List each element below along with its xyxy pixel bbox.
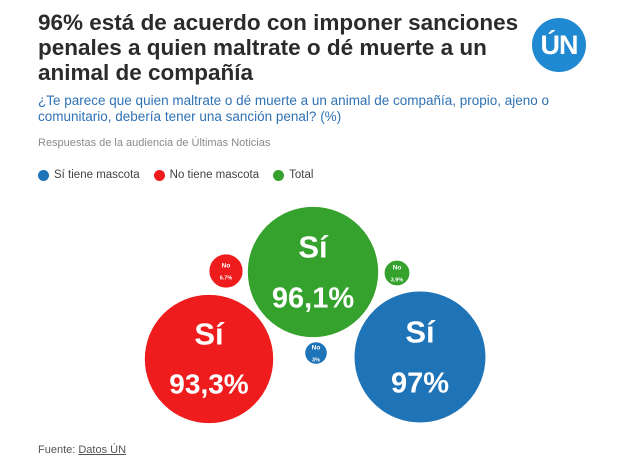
chart-subtitle: ¿Te parece que quien maltrate o dé muert…: [38, 93, 550, 124]
bubble-si-tiene-mascota-si-value-label: 97%: [391, 368, 449, 400]
bubble-total-si-category-label: Sí: [298, 229, 329, 264]
bubble-no-tiene-mascota-si-value-label: 93,3%: [169, 369, 248, 400]
footer-source: Fuente: Datos ÚN: [38, 444, 126, 456]
bubble-no-tiene-mascota-no-category-label: No: [222, 263, 231, 270]
audience-note: Respuestas de la audiencia de Últimas No…: [38, 137, 271, 149]
legend-label: Sí tiene mascota: [54, 169, 140, 181]
bubble-total-no-category-label: No: [393, 265, 402, 272]
legend-label: Total: [289, 169, 314, 181]
bubble-total-no-value-label: 3.9%: [391, 278, 404, 284]
bubble-si-tiene-mascota-no-category-label: No: [312, 345, 321, 352]
legend-item-no-tiene-mascota[interactable]: No tiene mascota: [153, 169, 260, 181]
legend: Sí tiene mascota No tiene mascota Total: [38, 169, 313, 181]
legend-dot-blue: [38, 169, 49, 181]
legend-item-total[interactable]: Total: [273, 169, 313, 181]
legend-label: No tiene mascota: [169, 169, 260, 181]
bubble-total-no[interactable]: [382, 258, 412, 288]
bubble-si-tiene-mascota-si[interactable]: [351, 288, 489, 426]
legend-dot-red: [153, 169, 165, 181]
bubble-si-tiene-mascota-no-value-label: 3%: [312, 358, 320, 364]
un-logo: ÚN: [532, 18, 586, 72]
source-label: Fuente:: [38, 444, 79, 456]
bubble-si-tiene-mascota-no[interactable]: [303, 340, 329, 366]
bubble-si-tiene-mascota-si-category-label: Sí: [405, 314, 436, 349]
legend-item-si-tiene-mascota[interactable]: Sí tiene mascota: [38, 169, 140, 181]
bubble-total-si-value-label: 96,1%: [272, 283, 354, 315]
source-link[interactable]: Datos ÚN: [78, 444, 127, 456]
legend-dot-green: [273, 169, 285, 181]
bubble-no-tiene-mascota-si-category-label: Sí: [194, 317, 225, 352]
chart-title: 96% está de acuerdo con imponer sancione…: [38, 10, 519, 85]
bubble-no-tiene-mascota-no-value-label: 6.7%: [220, 276, 233, 282]
bubble-no-tiene-mascota-no[interactable]: [207, 252, 245, 290]
bubble-total-si[interactable]: [244, 203, 382, 341]
bubble-no-tiene-mascota-si[interactable]: [141, 291, 277, 427]
